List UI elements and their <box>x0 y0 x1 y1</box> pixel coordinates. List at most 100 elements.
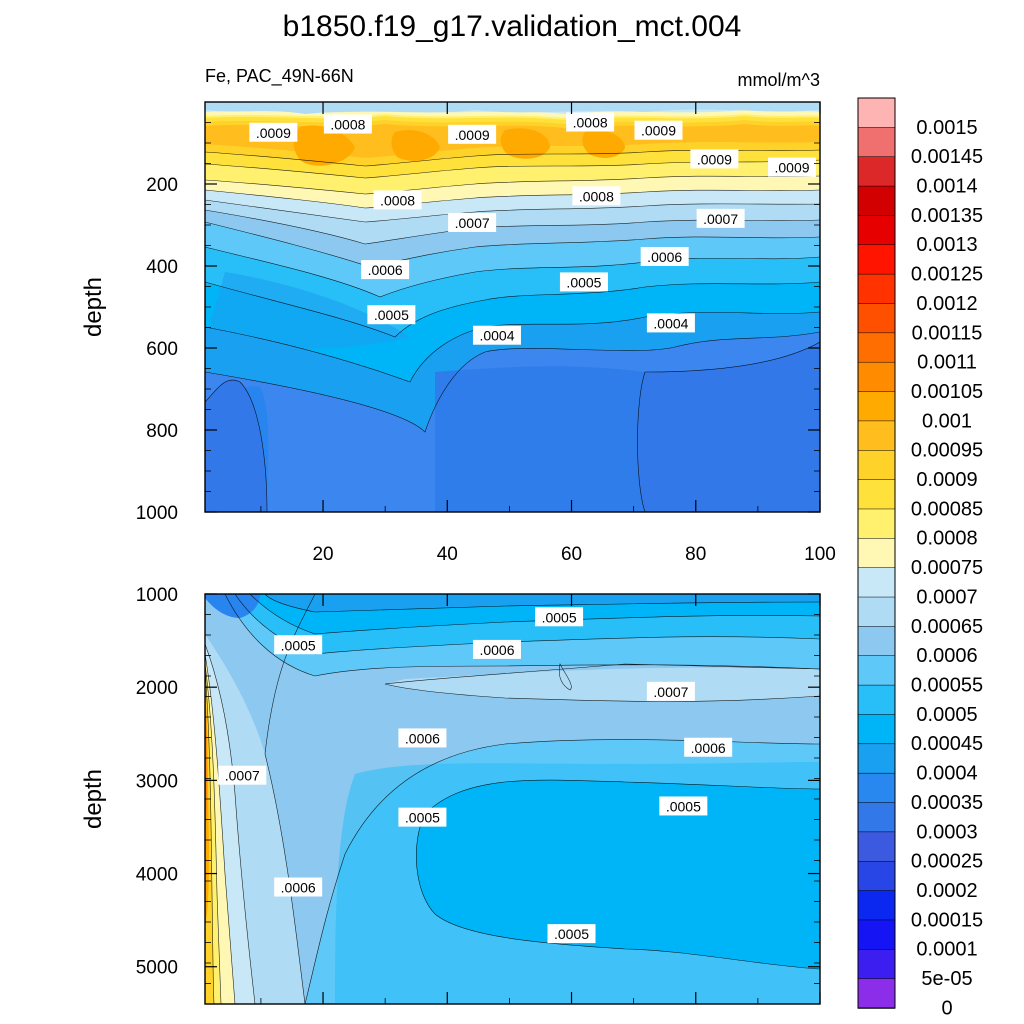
y-tick-label: 4000 <box>136 865 178 886</box>
colorbar-label: 0.0007 <box>916 586 977 608</box>
upper-y-axis-title: depth <box>80 277 107 337</box>
colorbar-label: 0.00035 <box>911 792 983 814</box>
colorbar-label: 0.001 <box>922 410 972 432</box>
contour-label: .0009 <box>448 124 497 144</box>
colorbar-swatch <box>857 273 896 305</box>
contour-label: .0006 <box>274 877 323 897</box>
colorbar-swatch <box>857 978 896 1009</box>
svg-text:.0008: .0008 <box>330 117 365 133</box>
svg-text:.0009: .0009 <box>774 160 809 176</box>
colorbar-label: 0.00075 <box>911 557 983 579</box>
contour-label: .0005 <box>398 807 447 827</box>
colorbar-label: 0.0012 <box>916 293 977 315</box>
colorbar-label: 0.00045 <box>911 733 983 755</box>
contour-label: .0008 <box>323 114 372 134</box>
colorbar-swatch <box>857 772 896 804</box>
svg-text:.0005: .0005 <box>374 307 409 323</box>
svg-text:.0008: .0008 <box>573 115 608 131</box>
svg-text:.0006: .0006 <box>281 880 316 896</box>
x-tick-label: 100 <box>804 544 836 565</box>
colorbar-swatch <box>857 244 896 275</box>
contour-label: .0006 <box>640 246 689 266</box>
colorbar-swatch <box>857 479 896 510</box>
contour-label: .0009 <box>634 120 683 140</box>
colorbar-label: 0.00115 <box>912 322 983 344</box>
colorbar-swatch <box>857 684 896 716</box>
y-tick-label: 600 <box>146 339 178 360</box>
lower-y-axis: 1000 2000 3000 4000 5000 <box>136 585 821 1005</box>
svg-text:.0008: .0008 <box>579 188 614 204</box>
colorbar-label: 0.00065 <box>911 616 983 638</box>
svg-text:.0005: .0005 <box>566 274 601 290</box>
y-tick-label: 5000 <box>136 958 178 979</box>
svg-text:.0005: .0005 <box>554 926 589 942</box>
colorbar-swatch <box>857 919 896 951</box>
colorbar-swatch <box>857 743 896 774</box>
upper-x-axis: 20 40 60 80 100 <box>260 102 836 565</box>
colorbar-label: 0.00105 <box>911 381 983 403</box>
svg-text:.0005: .0005 <box>666 798 701 814</box>
colorbar-label: 0.00025 <box>911 851 983 873</box>
colorbar-label: 0.0003 <box>916 821 977 843</box>
colorbar-label: 0.0008 <box>916 528 977 550</box>
colorbar-label: 0.00055 <box>911 675 983 697</box>
svg-text:.0005: .0005 <box>405 810 440 826</box>
colorbar-label: 0.0015 <box>916 117 977 139</box>
colorbar-swatch <box>857 626 896 657</box>
contour-label: .0009 <box>768 157 816 177</box>
colorbar-swatch <box>857 391 896 422</box>
svg-text:.0006: .0006 <box>368 262 403 278</box>
x-tick-label: 80 <box>685 544 706 565</box>
svg-text:.0007: .0007 <box>653 684 688 700</box>
svg-text:.0006: .0006 <box>691 740 726 756</box>
colorbar-label: 0.0001 <box>916 939 977 961</box>
colorbar-label: 0.0006 <box>916 645 977 667</box>
colorbar-swatch <box>857 538 896 569</box>
colorbar-swatch <box>857 831 896 862</box>
colorbar-label: 0.0011 <box>917 352 977 374</box>
y-tick-label: 800 <box>146 421 178 442</box>
svg-text:.0009: .0009 <box>641 123 676 139</box>
colorbar-label: 0.00135 <box>911 205 983 227</box>
y-tick-label: 3000 <box>136 771 178 792</box>
contour-label: .0006 <box>472 639 521 659</box>
colorbar-label: 0.00145 <box>911 146 983 168</box>
contour-label: .0005 <box>659 796 708 816</box>
contour-label: .0005 <box>547 924 596 944</box>
contour-label: .0006 <box>398 728 447 748</box>
upper-y-axis: 200 400 600 800 1000 <box>136 101 820 524</box>
svg-text:.0004: .0004 <box>653 315 688 331</box>
colorbar-label: 0.0005 <box>916 704 977 726</box>
lower-panel: .0005 .0005 .0006 .0007 .0006 .0006 .0007 .0005… <box>80 585 821 1005</box>
colorbar-swatch <box>857 332 896 363</box>
contour-label: .0006 <box>684 737 733 757</box>
svg-text:.0007: .0007 <box>703 211 738 227</box>
colorbar-swatch <box>857 714 896 745</box>
svg-text:.0009: .0009 <box>697 151 732 167</box>
colorbar-swatch <box>857 450 896 481</box>
y-tick-label: 1000 <box>136 585 178 606</box>
contour-label: .0009 <box>690 149 739 169</box>
contour-label: .0008 <box>572 186 621 206</box>
colorbar-label: 0.0004 <box>916 763 977 785</box>
contour-label: .0005 <box>274 635 323 655</box>
colorbar-swatch <box>857 127 896 158</box>
colorbar-swatch <box>857 215 896 246</box>
colorbar-swatch <box>857 156 896 187</box>
colorbar-swatch <box>857 97 896 129</box>
colorbar-swatch <box>857 949 896 980</box>
colorbar-label: 0.00015 <box>911 909 983 931</box>
colorbar-swatch <box>857 802 896 833</box>
colorbar-label: 0.0013 <box>916 234 977 256</box>
y-tick-label: 2000 <box>136 678 178 699</box>
svg-text:.0005: .0005 <box>542 609 577 625</box>
x-tick-label: 60 <box>561 544 582 565</box>
x-tick-label: 40 <box>437 544 458 565</box>
colorbar-label: 5e-05 <box>921 968 972 990</box>
y-tick-label: 200 <box>146 175 178 196</box>
colorbar-label: 0.00125 <box>911 264 983 286</box>
contour-label: .0005 <box>535 607 584 627</box>
contour-label: .0007 <box>696 208 745 228</box>
svg-text:.0009: .0009 <box>256 125 291 141</box>
